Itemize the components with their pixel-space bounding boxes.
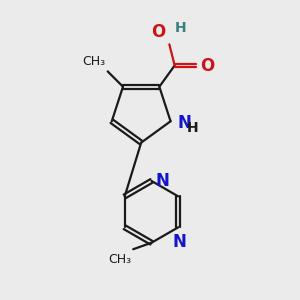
Text: H: H [175, 21, 186, 35]
Text: N: N [173, 232, 187, 250]
Text: O: O [151, 23, 166, 41]
Text: H: H [187, 121, 198, 135]
Text: N: N [155, 172, 169, 190]
Text: N: N [177, 114, 191, 132]
Text: CH₃: CH₃ [109, 253, 132, 266]
Text: O: O [200, 56, 214, 74]
Text: CH₃: CH₃ [82, 56, 105, 68]
